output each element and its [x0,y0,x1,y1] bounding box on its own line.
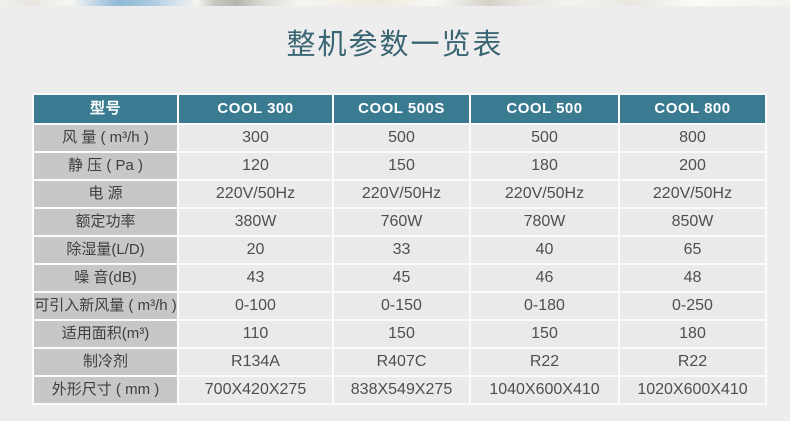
value-cell: 43 [177,263,334,293]
header-row: 型号 COOL 300 COOL 500S COOL 500 COOL 800 [32,93,767,125]
spec-table: 型号 COOL 300 COOL 500S COOL 500 COOL 800 风 量 … [32,93,767,405]
value-cell: 150 [332,151,471,181]
value-cell: 48 [618,263,767,293]
value-cell: 110 [177,319,334,349]
table-row: 噪 音(dB) 43 45 46 48 [32,263,767,293]
table-row: 外形尺寸 ( mm ) 700X420X275 838X549X275 1040X60… [32,375,767,405]
row-label-cell: 静 压 ( Pa ) [32,151,179,181]
value-cell: 45 [332,263,471,293]
value-cell: 0-100 [177,291,334,321]
row-label-cell: 适用面积(m³) [32,319,179,349]
model-header-cell: 型号 [32,93,179,125]
value-cell: 0-180 [469,291,620,321]
value-cell: 46 [469,263,620,293]
value-cell: 0-250 [618,291,767,321]
value-cell: 1020X600X410 [618,375,767,405]
row-label-cell: 可引入新风量 ( m³/h ) [32,291,179,321]
row-label-cell: 制冷剂 [32,347,179,377]
value-cell: 700X420X275 [177,375,334,405]
value-cell: 220V/50Hz [177,179,334,209]
table-row: 制冷剂 R134A R407C R22 R22 [32,347,767,377]
row-label-cell: 电 源 [32,179,179,209]
column-header-cell: COOL 500S [332,93,471,125]
value-cell: 500 [332,123,471,153]
table-row: 适用面积(m³) 110 150 150 180 [32,319,767,349]
value-cell: 500 [469,123,620,153]
value-cell: 838X549X275 [332,375,471,405]
value-cell: R22 [618,347,767,377]
photo-bottom-edge [0,0,790,6]
value-cell: 220V/50Hz [332,179,471,209]
table-row: 风 量 ( m³/h ) 300 500 500 800 [32,123,767,153]
row-label-cell: 噪 音(dB) [32,263,179,293]
value-cell: 780W [469,207,620,237]
row-label-cell: 额定功率 [32,207,179,237]
page-title: 整机参数一览表 [286,29,504,61]
value-cell: R134A [177,347,334,377]
value-cell: R407C [332,347,471,377]
value-cell: 180 [469,151,620,181]
product-spec-section: 整机参数一览表 型号 COOL 300 COOL 500S COOL 500 COOL … [0,0,790,405]
value-cell: R22 [469,347,620,377]
value-cell: 850W [618,207,767,237]
table-row: 可引入新风量 ( m³/h ) 0-100 0-150 0-180 0-250 [32,291,767,321]
value-cell: 380W [177,207,334,237]
table-row: 电 源 220V/50Hz 220V/50Hz 220V/50Hz 220V/50Hz [32,179,767,209]
value-cell: 40 [469,235,620,265]
value-cell: 65 [618,235,767,265]
value-cell: 1040X600X410 [469,375,620,405]
value-cell: 33 [332,235,471,265]
value-cell: 760W [332,207,471,237]
table-row: 除湿量(L/D) 20 33 40 65 [32,235,767,265]
spec-table-body: 风 量 ( m³/h ) 300 500 500 800 静 压 ( Pa ) 120 150… [32,123,767,405]
row-label-cell: 风 量 ( m³/h ) [32,123,179,153]
spec-table-header: 型号 COOL 300 COOL 500S COOL 500 COOL 800 [32,93,767,125]
value-cell: 150 [332,319,471,349]
table-row: 静 压 ( Pa ) 120 150 180 200 [32,151,767,181]
column-header-cell: COOL 800 [618,93,767,125]
column-header-cell: COOL 500 [469,93,620,125]
value-cell: 800 [618,123,767,153]
value-cell: 220V/50Hz [469,179,620,209]
value-cell: 200 [618,151,767,181]
value-cell: 300 [177,123,334,153]
table-row: 额定功率 380W 760W 780W 850W [32,207,767,237]
value-cell: 150 [469,319,620,349]
column-header-cell: COOL 300 [177,93,334,125]
value-cell: 0-150 [332,291,471,321]
value-cell: 120 [177,151,334,181]
value-cell: 20 [177,235,334,265]
row-label-cell: 除湿量(L/D) [32,235,179,265]
value-cell: 180 [618,319,767,349]
value-cell: 220V/50Hz [618,179,767,209]
row-label-cell: 外形尺寸 ( mm ) [32,375,179,405]
